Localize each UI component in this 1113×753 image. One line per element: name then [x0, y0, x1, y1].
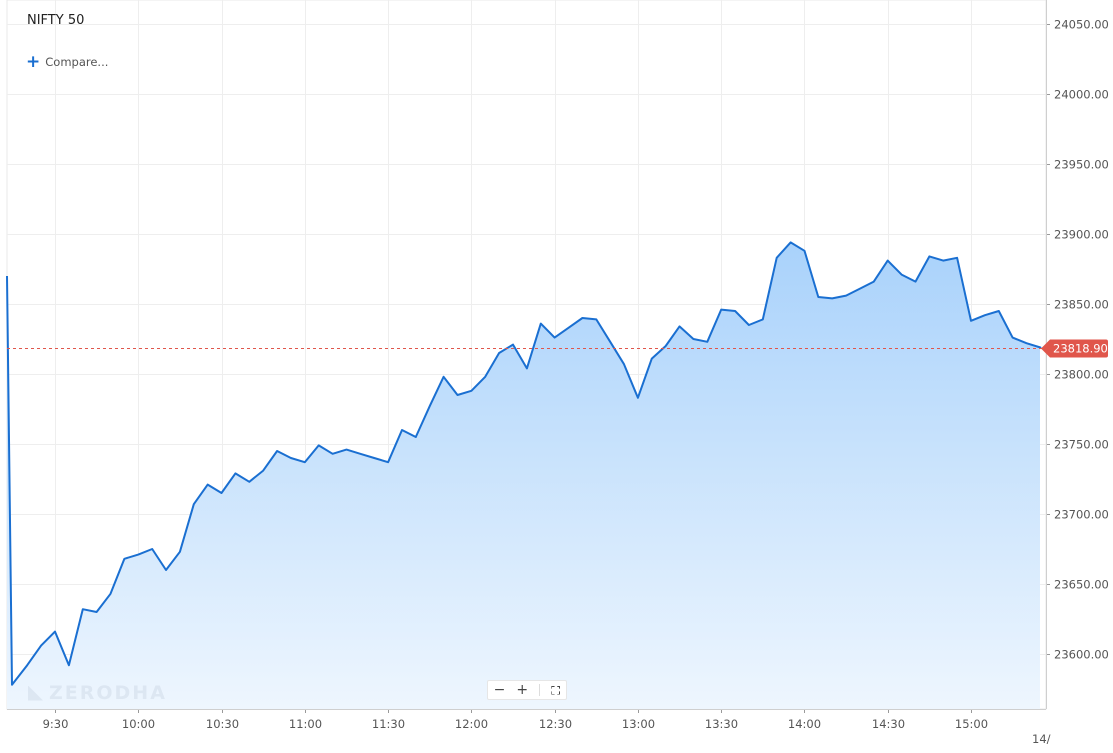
current-price-label: 23818.90	[1053, 342, 1108, 356]
zoom-divider	[539, 684, 541, 696]
chart-title: NIFTY 50	[27, 13, 85, 28]
zerodha-watermark: ZERODHA	[28, 682, 167, 704]
y-tick-label: 23600.00	[1054, 648, 1109, 662]
x-tick-label: 12:00	[455, 717, 488, 731]
x-tick-label: 15:00	[955, 717, 988, 731]
y-tick-label: 24000.00	[1054, 88, 1109, 102]
y-tick-label: 23950.00	[1054, 158, 1109, 172]
x-tick-label: 11:00	[289, 717, 322, 731]
current-price-tag: 23818.90	[1041, 339, 1108, 358]
x-tick-label: 10:00	[122, 717, 155, 731]
price-line	[6, 241, 1042, 686]
x-tick-label: 12:30	[539, 717, 572, 731]
y-tick-label: 23850.00	[1054, 298, 1109, 312]
fullscreen-icon[interactable]	[551, 686, 560, 695]
zoom-controls: − +	[487, 680, 567, 700]
compare-label: Compare...	[45, 55, 109, 69]
x-tick-label: 9:30	[43, 717, 69, 731]
y-tick-label: 23650.00	[1054, 578, 1109, 592]
chart-axes: 23600.00 23650.00 23700.00 23750.00 23800.00…	[7, 0, 1109, 746]
y-tick-label: 23750.00	[1054, 438, 1109, 452]
y-tick-label: 23700.00	[1054, 508, 1109, 522]
y-tick-label: 23800.00	[1054, 368, 1109, 382]
x-tick-label: 13:00	[622, 717, 655, 731]
zerodha-logo-icon	[28, 685, 43, 701]
x-tick-label: 14:00	[788, 717, 821, 731]
zoom-out-button[interactable]: −	[493, 682, 506, 698]
y-tick-label: 23900.00	[1054, 228, 1109, 242]
x-tick-label: 13:30	[705, 717, 738, 731]
plus-icon: +	[26, 52, 41, 72]
x-next-day-label: 14/	[1032, 732, 1051, 746]
x-tick-label: 10:30	[206, 717, 239, 731]
price-area	[7, 242, 1041, 709]
compare-button[interactable]: + Compare...	[26, 52, 109, 72]
x-tick-label: 11:30	[372, 717, 405, 731]
zoom-in-button[interactable]: +	[516, 682, 529, 698]
x-tick-label: 14:30	[872, 717, 905, 731]
watermark-text: ZERODHA	[49, 682, 167, 704]
y-tick-label: 24050.00	[1054, 18, 1109, 32]
